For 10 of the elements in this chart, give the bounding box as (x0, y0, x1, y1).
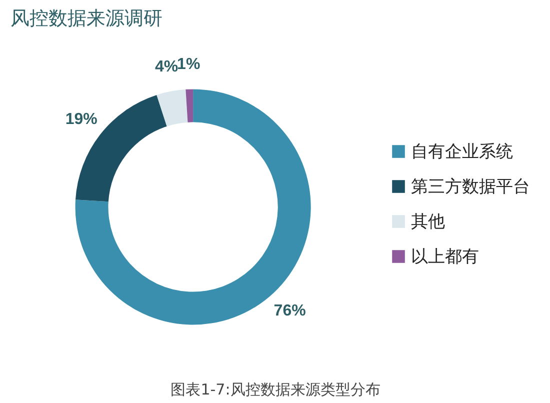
data-label: 1% (177, 56, 200, 73)
data-label: 19% (65, 110, 98, 128)
text: 图表1-7:风控数据来源类型分布 (170, 380, 380, 398)
legend-label: 以上都有 (411, 246, 479, 268)
data-label: 76% (274, 302, 306, 320)
legend-label: 第三方数据平台 (411, 176, 530, 198)
data-label: 4% (155, 58, 178, 76)
legend-label: 自有企业系统 (411, 140, 513, 162)
chart-title: 风控数据来源调研 (10, 8, 162, 30)
legend-label: 其他 (411, 210, 445, 232)
